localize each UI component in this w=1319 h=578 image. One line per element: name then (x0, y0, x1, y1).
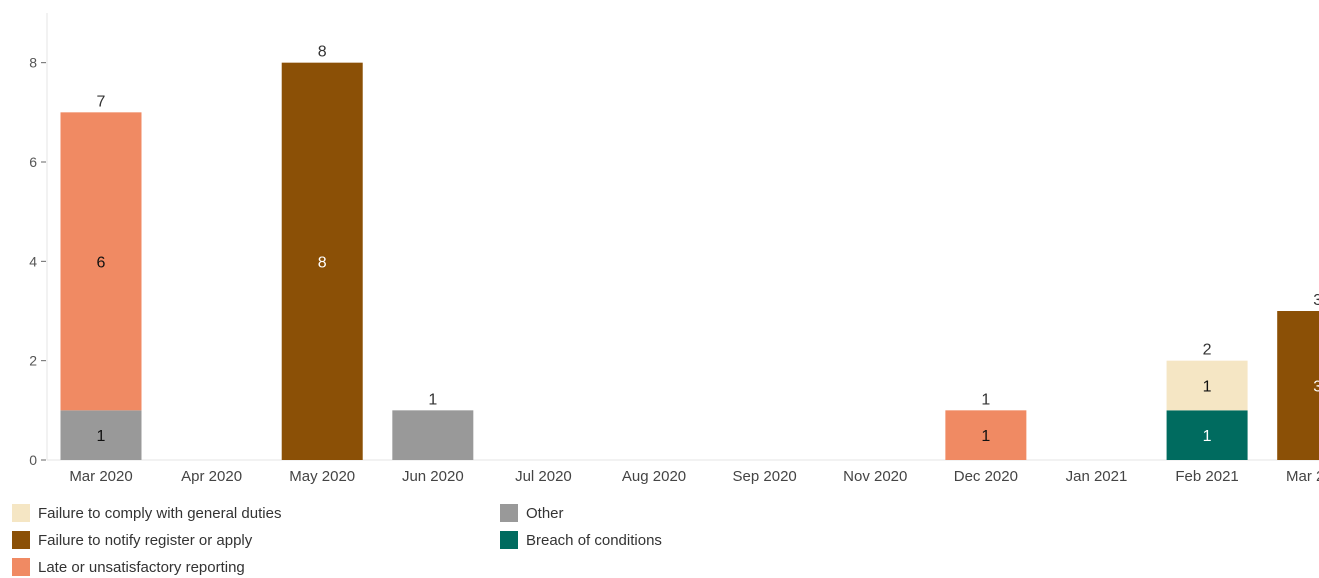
legend-swatch (500, 504, 518, 522)
segment-label: 1 (1203, 428, 1212, 445)
x-tick-label: Mar 2020 (69, 468, 132, 485)
legend-swatch (12, 531, 30, 549)
bar-segment (281, 62, 363, 461)
segment-label: 8 (318, 254, 327, 271)
x-tick-label: Dec 2020 (954, 468, 1018, 485)
x-tick-label: Mar 2021 (1286, 468, 1319, 485)
segment-label: 6 (97, 254, 106, 271)
bar-segment (392, 410, 474, 460)
legend-label: Other (526, 504, 564, 522)
segment-label: 3 (1313, 379, 1319, 396)
x-tick-label: Aug 2020 (622, 468, 686, 485)
y-tick-label: 0 (29, 452, 37, 468)
y-tick-label: 6 (29, 154, 37, 170)
legend-swatch (12, 558, 30, 576)
segment-label: 1 (1203, 379, 1212, 396)
chart-canvas: 0 2 4 6 8 1 6 7 Mar 2020 Apr 2020 8 8 May 2020 1 Jun 2… (29, 13, 1319, 485)
y-tick-label: 8 (29, 55, 37, 71)
x-tick-label: Jun 2020 (402, 468, 464, 485)
total-label: 3 (1313, 292, 1319, 309)
bar-segment (60, 112, 142, 411)
legend-item: Other (500, 502, 564, 524)
legend-label: Failure to notify register or apply (38, 531, 253, 549)
legend-label: Failure to comply with general duties (38, 504, 282, 522)
total-label: 2 (1203, 342, 1212, 359)
legend-swatch (12, 504, 30, 522)
segment-label: 1 (97, 428, 106, 445)
x-tick-label: Nov 2020 (843, 468, 907, 485)
stacked-bar-chart: 0 2 4 6 8 1 6 7 Mar 2020 Apr 2020 8 8 May 2020 1 Jun 2… (29, 13, 1319, 485)
x-tick-label: Apr 2020 (181, 468, 242, 485)
bar-segment (1166, 360, 1248, 411)
total-label: 1 (981, 391, 990, 408)
total-label: 8 (318, 44, 327, 61)
bar-segment (945, 410, 1027, 460)
legend-label: Late or unsatisfactory reporting (38, 558, 245, 576)
legend-item: Breach of conditions (500, 529, 662, 551)
segment-label: 1 (981, 428, 990, 445)
bar-segment (1277, 311, 1319, 460)
legend-item: Late or unsatisfactory reporting (12, 556, 245, 578)
total-label: 7 (97, 93, 106, 110)
legend-item: Failure to notify register or apply (12, 529, 252, 551)
x-tick-label: Jul 2020 (515, 468, 572, 485)
x-tick-label: Feb 2021 (1175, 468, 1238, 485)
legend-label: Breach of conditions (526, 531, 662, 549)
bar-segment (1166, 410, 1248, 460)
x-tick-label: May 2020 (289, 468, 355, 485)
total-label: 1 (428, 391, 437, 408)
y-tick-label: 4 (29, 253, 37, 269)
legend-swatch (500, 531, 518, 549)
legend-item: Failure to comply with general duties (12, 502, 281, 524)
x-tick-label: Sep 2020 (733, 468, 797, 485)
bar-segment (60, 410, 142, 460)
x-tick-label: Jan 2021 (1066, 468, 1128, 485)
y-tick-label: 2 (29, 353, 37, 369)
chart-legend: Failure to comply with general duties Fa… (0, 500, 1319, 578)
